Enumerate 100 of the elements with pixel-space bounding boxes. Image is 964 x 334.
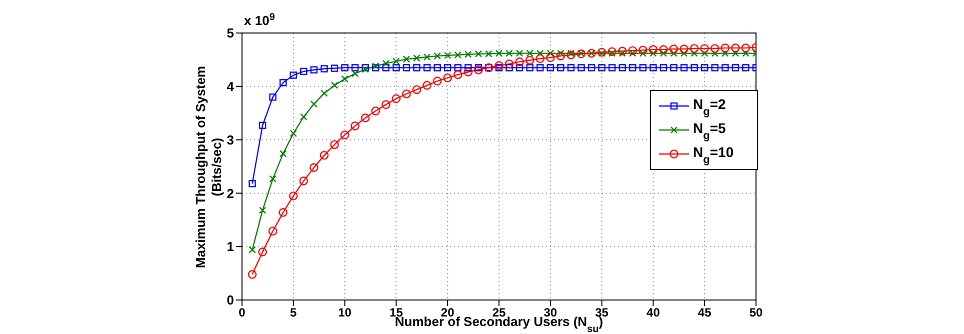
- point: [485, 50, 492, 58]
- point: [618, 64, 626, 72]
- point: [341, 75, 348, 83]
- legend-label: N$_{g}$=2: [693, 96, 726, 118]
- y-tick-label: 2: [226, 186, 234, 201]
- legend-label: N$_{g}$=10: [693, 144, 734, 166]
- point: [423, 53, 431, 61]
- point: [258, 122, 266, 129]
- point: [392, 64, 400, 72]
- x-tick-label: 40: [646, 306, 660, 320]
- point: [515, 57, 524, 66]
- point: [248, 246, 256, 254]
- point: [300, 68, 308, 76]
- y-tick-label: 0: [226, 292, 234, 308]
- point: [248, 270, 257, 279]
- x-tick-label: 10: [338, 306, 352, 320]
- point: [310, 163, 318, 172]
- point: [340, 130, 350, 140]
- point: [701, 50, 708, 57]
- point: [628, 46, 638, 56]
- point: [536, 54, 545, 64]
- point: [269, 93, 276, 101]
- point: [382, 60, 390, 68]
- point: [567, 50, 575, 57]
- point: [474, 65, 483, 74]
- point: [341, 64, 348, 72]
- point: [526, 50, 534, 57]
- point: [290, 130, 297, 137]
- point: [464, 50, 472, 58]
- point: [360, 114, 370, 122]
- point: [659, 45, 668, 54]
- point: [258, 206, 266, 214]
- point: [690, 64, 698, 72]
- x-tick-label: 5: [290, 306, 298, 320]
- point: [453, 70, 462, 80]
- point: [741, 44, 750, 52]
- point: [392, 94, 401, 104]
- point: [434, 52, 441, 60]
- point: [474, 50, 482, 58]
- point: [330, 82, 338, 89]
- point: [310, 66, 318, 74]
- point: [320, 90, 328, 97]
- point: [495, 64, 503, 72]
- point: [402, 64, 410, 72]
- point: [310, 100, 318, 108]
- point: [516, 50, 524, 57]
- point: [454, 51, 462, 58]
- point: [351, 64, 359, 72]
- point: [690, 50, 698, 57]
- point: [701, 64, 708, 72]
- point: [556, 52, 566, 60]
- point: [269, 175, 276, 182]
- point: [280, 150, 287, 158]
- text: x 10$^{9}$: [244, 12, 276, 28]
- point: [422, 80, 432, 90]
- point: [382, 100, 390, 109]
- point: [680, 64, 688, 72]
- point: [598, 64, 606, 72]
- point: [608, 64, 616, 72]
- point: [289, 191, 298, 200]
- point: [722, 50, 729, 57]
- point: [660, 50, 668, 57]
- point: [732, 50, 740, 57]
- point: [330, 64, 338, 72]
- y-tick-label: 1: [226, 239, 234, 254]
- point: [444, 64, 452, 72]
- point: [578, 64, 585, 72]
- point: [629, 64, 636, 72]
- point: [280, 79, 287, 86]
- point: [330, 140, 339, 150]
- point: [371, 106, 380, 116]
- point: [700, 44, 709, 53]
- point: [566, 50, 576, 60]
- point: [506, 64, 513, 72]
- point: [495, 50, 503, 57]
- point: [432, 76, 442, 86]
- point: [434, 64, 441, 72]
- point: [732, 64, 740, 72]
- point: [413, 64, 420, 72]
- point: [464, 64, 472, 72]
- point: [546, 50, 554, 57]
- point: [629, 50, 636, 57]
- point: [526, 64, 534, 72]
- point: [608, 50, 616, 57]
- point: [680, 44, 688, 54]
- x-tick-label: 45: [698, 306, 712, 320]
- point: [278, 208, 288, 217]
- point: [268, 226, 278, 236]
- point: [731, 44, 740, 52]
- point: [639, 50, 647, 57]
- point: [557, 64, 564, 72]
- point: [588, 64, 596, 72]
- point: [536, 50, 544, 57]
- point: [618, 46, 627, 56]
- point: [710, 44, 720, 53]
- point: [392, 58, 400, 65]
- point: [711, 64, 718, 72]
- point: [494, 61, 504, 70]
- point: [670, 50, 678, 57]
- point: [320, 65, 328, 72]
